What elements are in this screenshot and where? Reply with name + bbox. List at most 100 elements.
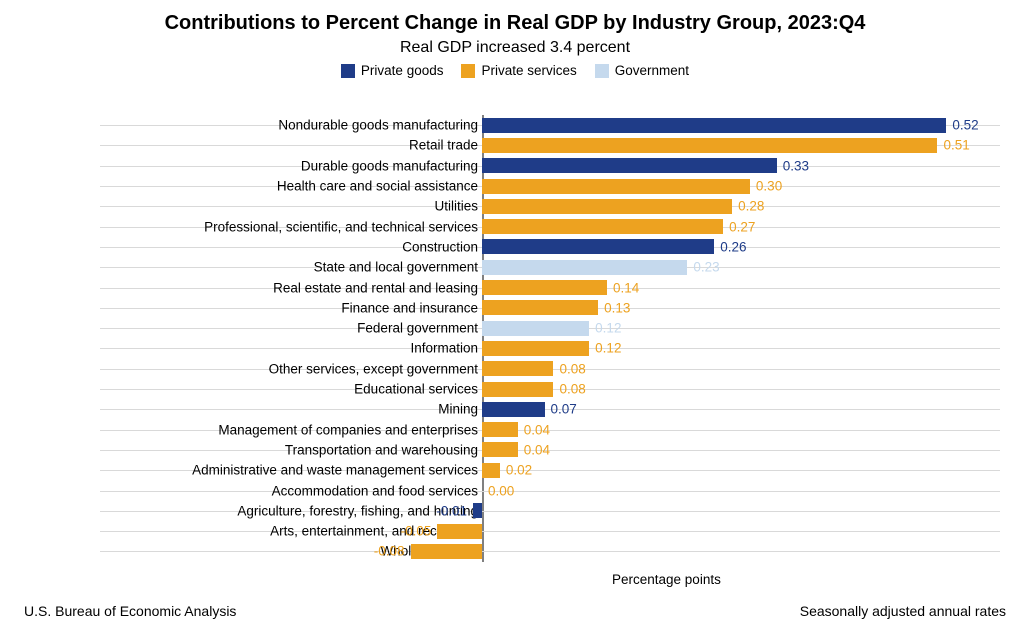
category-label: State and local government [314, 260, 478, 275]
footer-note: Seasonally adjusted annual rates [800, 603, 1006, 619]
category-label: Other services, except government [269, 361, 478, 376]
value-label: 0.23 [693, 260, 719, 275]
category-label: Professional, scientific, and technical … [204, 219, 478, 234]
value-label: -0.01 [436, 503, 467, 518]
value-label: 0.26 [720, 239, 746, 254]
legend-item-private-goods: Private goods [341, 63, 444, 78]
value-label: 0.07 [551, 402, 577, 417]
category-label: Real estate and rental and leasing [273, 280, 478, 295]
category-label: Management of companies and enterprises [218, 422, 478, 437]
value-label: 0.52 [952, 118, 978, 133]
category-label: Nondurable goods manufacturing [278, 118, 478, 133]
legend-swatch-services [461, 64, 475, 78]
value-label: 0.08 [559, 361, 585, 376]
row-gridline [100, 491, 1000, 492]
value-label: 0.04 [524, 442, 550, 457]
chart-row: Utilities 0.28 [100, 196, 1000, 216]
value-label: 0.04 [524, 422, 550, 437]
value-label: 0.00 [488, 483, 514, 498]
chart-plot-area: Percentage points Nondurable goods manuf… [100, 115, 1000, 576]
bar [482, 463, 500, 478]
row-gridline [100, 531, 1000, 532]
value-label: 0.33 [783, 158, 809, 173]
bar [482, 280, 607, 295]
value-label: -0.05 [401, 524, 432, 539]
value-label: 0.28 [738, 199, 764, 214]
chart-row: Educational services 0.08 [100, 379, 1000, 399]
chart-row: Professional, scientific, and technical … [100, 217, 1000, 237]
bar [411, 544, 482, 559]
bar [482, 260, 687, 275]
footer-source: U.S. Bureau of Economic Analysis [24, 603, 236, 619]
chart-row: Transportation and warehousing 0.04 [100, 440, 1000, 460]
bar [482, 382, 553, 397]
chart-row: Mining0.07 [100, 399, 1000, 419]
category-label: Transportation and warehousing [285, 442, 478, 457]
row-gridline [100, 551, 1000, 552]
chart-row: Wholesale trade-0.08 [100, 541, 1000, 561]
chart-row: Nondurable goods manufacturing 0.52 [100, 115, 1000, 135]
legend-swatch-goods [341, 64, 355, 78]
bar [437, 524, 482, 539]
category-label: Federal government [357, 321, 478, 336]
bar [482, 422, 518, 437]
bar [482, 138, 937, 153]
bar [482, 158, 777, 173]
chart-row: Information 0.12 [100, 338, 1000, 358]
category-label: Accommodation and food services [272, 483, 478, 498]
value-label: 0.02 [506, 463, 532, 478]
bar [482, 402, 545, 417]
chart-row: Retail trade 0.51 [100, 135, 1000, 155]
chart-row: Administrative and waste management serv… [100, 460, 1000, 480]
value-label: -0.08 [374, 544, 405, 559]
bar [482, 300, 598, 315]
bar [482, 118, 946, 133]
category-label: Construction [402, 239, 478, 254]
chart-row: Finance and insurance 0.13 [100, 298, 1000, 318]
category-label: Durable goods manufacturing [301, 158, 478, 173]
value-label: 0.12 [595, 341, 621, 356]
chart-row: Agriculture, forestry, fishing, and hunt… [100, 501, 1000, 521]
bar [482, 219, 723, 234]
chart-title: Contributions to Percent Change in Real … [0, 12, 1030, 35]
bar [473, 503, 482, 518]
chart-row: Management of companies and enterprises 0… [100, 420, 1000, 440]
bar [482, 442, 518, 457]
category-label: Administrative and waste management serv… [192, 463, 478, 478]
legend-label-goods: Private goods [361, 63, 444, 78]
legend: Private goods Private services Governmen… [0, 63, 1030, 78]
chart-subtitle: Real GDP increased 3.4 percent [0, 39, 1030, 57]
category-label: Health care and social assistance [277, 179, 478, 194]
legend-label-services: Private services [481, 63, 576, 78]
bar [482, 321, 589, 336]
value-label: 0.27 [729, 219, 755, 234]
legend-swatch-government [595, 64, 609, 78]
category-label: Educational services [354, 382, 478, 397]
chart-row: Real estate and rental and leasing 0.14 [100, 277, 1000, 297]
legend-item-private-services: Private services [461, 63, 576, 78]
category-label: Retail trade [409, 138, 478, 153]
bar [482, 179, 750, 194]
chart-row: Arts, entertainment, and recreation-0.05 [100, 521, 1000, 541]
category-label: Utilities [434, 199, 478, 214]
category-label: Finance and insurance [341, 300, 478, 315]
value-label: 0.12 [595, 321, 621, 336]
chart-row: State and local government 0.23 [100, 257, 1000, 277]
value-label: 0.13 [604, 300, 630, 315]
row-gridline [100, 511, 1000, 512]
chart-row: Other services, except government 0.08 [100, 359, 1000, 379]
legend-label-government: Government [615, 63, 689, 78]
x-axis-label: Percentage points [612, 572, 721, 587]
row-gridline [100, 450, 1000, 451]
value-label: 0.30 [756, 179, 782, 194]
chart-row: Federal government 0.12 [100, 318, 1000, 338]
bar [482, 361, 553, 376]
value-label: 0.51 [943, 138, 969, 153]
value-label: 0.14 [613, 280, 639, 295]
title-block: Contributions to Percent Change in Real … [0, 0, 1030, 78]
chart-row: Durable goods manufacturing 0.33 [100, 156, 1000, 176]
value-label: 0.08 [559, 382, 585, 397]
category-label: Information [410, 341, 478, 356]
bar [482, 239, 714, 254]
bar [482, 341, 589, 356]
